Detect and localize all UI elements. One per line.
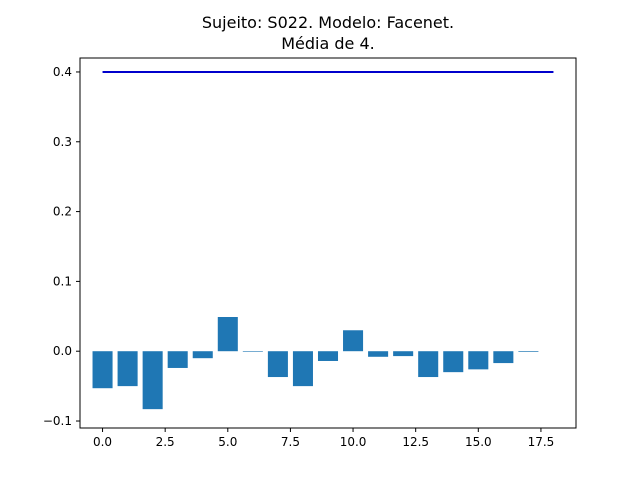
y-tick-label-3: 0.2 [53, 205, 72, 219]
bar-3 [167, 351, 188, 368]
bar-15 [468, 351, 489, 370]
bar-1 [117, 351, 138, 387]
chart-subtitle: Média de 4. [281, 34, 375, 53]
bar-5 [217, 317, 238, 352]
x-tick-label-5: 12.5 [402, 435, 429, 449]
x-tick-label-2: 5.0 [218, 435, 237, 449]
bar-10 [343, 330, 364, 352]
bar-17 [518, 351, 539, 352]
x-tick-label-0: 0.0 [93, 435, 112, 449]
plot-frame [79, 57, 577, 429]
x-tick-label-3: 7.5 [281, 435, 300, 449]
x-axis: 0.0 2.5 5.0 7.5 10.0 12.5 15.0 17.5 [93, 428, 554, 449]
y-tick-label-1: 0.0 [53, 344, 72, 358]
x-tick-label-7: 17.5 [528, 435, 555, 449]
bar-12 [393, 351, 414, 357]
x-tick-label-4: 10.0 [340, 435, 367, 449]
y-tick-label-2: 0.1 [53, 274, 72, 288]
bar-11 [368, 351, 389, 357]
bar-9 [317, 351, 339, 361]
bar-8 [292, 351, 313, 387]
bars-group [92, 317, 539, 410]
bar-16 [493, 351, 514, 364]
bar-2 [142, 351, 163, 410]
chart-title: Sujeito: S022. Modelo: Facenet. [202, 13, 454, 32]
bar-4 [192, 351, 213, 359]
y-axis: −0.1 0.0 0.1 0.2 0.3 0.4 [43, 65, 80, 428]
x-tick-label-6: 15.0 [465, 435, 492, 449]
y-tick-label-0: −0.1 [43, 414, 72, 428]
bar-6 [242, 351, 263, 352]
bar-0 [92, 351, 113, 389]
bar-14 [443, 351, 464, 373]
bar-13 [418, 351, 439, 378]
y-tick-label-4: 0.3 [53, 135, 72, 149]
y-tick-label-5: 0.4 [53, 65, 72, 79]
bar-7 [267, 351, 288, 378]
x-tick-label-1: 2.5 [156, 435, 175, 449]
